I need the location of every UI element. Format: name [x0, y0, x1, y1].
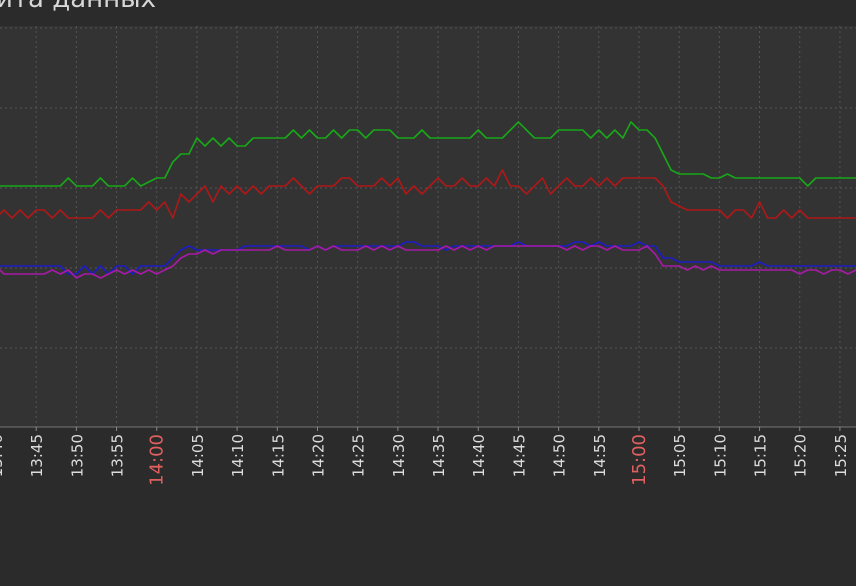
x-tick-label: 14:25 — [350, 434, 368, 477]
x-tick-label: 14:40 — [470, 434, 488, 477]
x-tick-label: 14:05 — [189, 434, 207, 477]
x-tick-label: 13:40 — [0, 434, 6, 477]
grid — [0, 26, 856, 428]
x-tick-label: 14:00 — [147, 434, 168, 486]
x-tick-label: 14:35 — [430, 434, 448, 477]
x-tick-label: 15:10 — [711, 434, 729, 477]
x-tick-label: 15:15 — [752, 434, 770, 477]
series-line-4 — [0, 245, 856, 279]
x-tick-label: 14:50 — [551, 434, 569, 477]
x-tick-label: 14:20 — [309, 434, 327, 477]
x-tick-label: 15:05 — [671, 434, 689, 477]
x-tick-label: 13:45 — [28, 434, 46, 477]
x-tick-label: 14:45 — [510, 434, 528, 477]
x-tick-label: 14:55 — [591, 434, 609, 477]
series-line-1 — [0, 121, 856, 187]
x-tick-label: 14:30 — [390, 434, 408, 477]
x-tick-label: 15:25 — [832, 434, 850, 477]
x-tick-label: 15:00 — [629, 434, 650, 486]
series-line-2 — [0, 169, 856, 219]
x-tick-label: 14:15 — [269, 434, 287, 477]
chart-title: ита данных — [0, 0, 156, 14]
series-lines — [0, 121, 856, 279]
x-tick-label: 15:20 — [792, 434, 810, 477]
x-tick-label: 14:10 — [229, 434, 247, 477]
x-axis-ticks: 13:40 13:45 13:50 13:55 14:00 14:05 14:10 14:15… — [0, 427, 850, 486]
x-tick-label: 13:50 — [68, 434, 86, 477]
plot-area — [0, 26, 856, 427]
x-tick-label: 13:55 — [109, 434, 127, 477]
